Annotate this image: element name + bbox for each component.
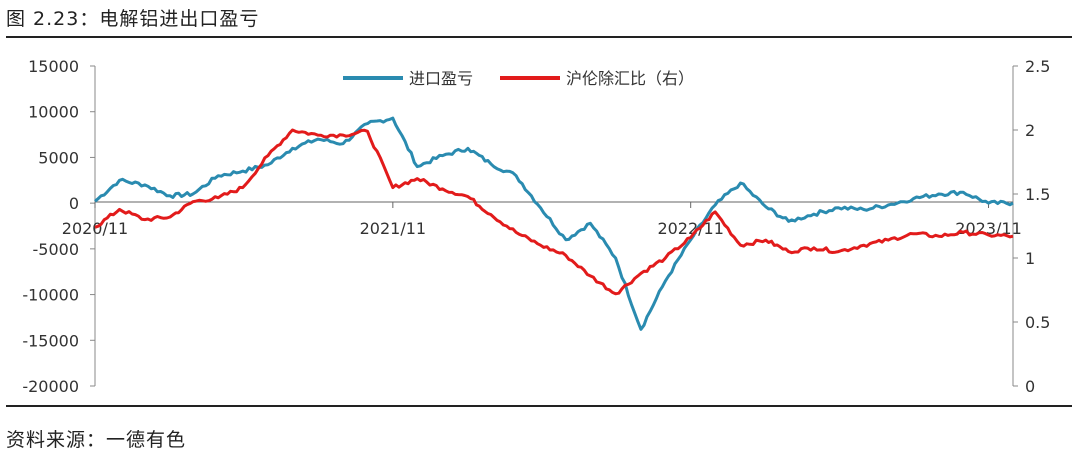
right-tick-label: 2.5 [1025, 57, 1050, 76]
series-line-1 [94, 116, 1014, 331]
x-tick-label: 2020/11 [62, 219, 128, 238]
bottom-rule [6, 405, 1072, 407]
x-axis: 2020/11 2021/11 2022/11 2023/11 [62, 202, 1022, 238]
figure-title: 图 2.23：电解铝进出口盈亏 [6, 8, 260, 30]
right-tick-label: 1 [1025, 249, 1035, 268]
right-tick-label: 2 [1025, 121, 1035, 140]
left-axis: 15000 10000 5000 0 -5000 -10000 -15000 -20000 [22, 57, 95, 396]
right-tick-label: 1.5 [1025, 185, 1050, 204]
left-tick-label: -5000 [33, 240, 80, 259]
series-line-2 [94, 128, 1014, 296]
right-tick-label: 0 [1025, 377, 1035, 396]
x-tick-label: 2021/11 [360, 219, 426, 238]
series-layer [94, 116, 1014, 331]
legend-label-1: 进口盈亏 [409, 69, 473, 88]
legend-label-2: 沪伦除汇比（右） [566, 69, 694, 88]
left-tick-label: 10000 [28, 103, 79, 122]
source-note: 资料来源：一德有色 [6, 429, 187, 451]
left-tick-label: 0 [69, 194, 79, 213]
right-tick-label: 0.5 [1025, 313, 1050, 332]
top-rule [6, 36, 1072, 38]
left-tick-label: 15000 [28, 57, 79, 76]
legend: 进口盈亏 沪伦除汇比（右） [343, 69, 694, 88]
right-axis: 2.5 2 1.5 1 0.5 0 [1013, 57, 1050, 396]
left-tick-label: 5000 [38, 148, 79, 167]
left-tick-label: -20000 [22, 377, 79, 396]
left-tick-label: -15000 [22, 331, 79, 350]
left-tick-label: -10000 [22, 286, 79, 305]
x-tick-label: 2022/11 [657, 219, 723, 238]
